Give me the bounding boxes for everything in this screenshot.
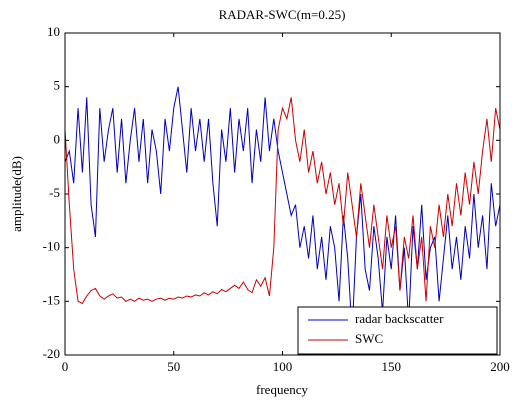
y-tick-label: 10: [47, 24, 60, 39]
y-tick-label: 0: [54, 131, 61, 146]
legend-box: [297, 306, 498, 355]
plot-frame: [64, 32, 501, 356]
y-tick-label: -15: [43, 292, 60, 307]
x-tick-label: 50: [167, 359, 180, 374]
legend-label: SWC: [355, 331, 383, 346]
x-tick-label: 0: [62, 359, 69, 374]
x-axis-label: frequency: [256, 382, 308, 397]
chart-title: RADAR-SWC(m=0.25): [219, 7, 346, 22]
series-line: [64, 97, 501, 305]
x-tick-label: 150: [382, 359, 402, 374]
x-tick-label: 200: [490, 359, 510, 374]
legend-label: radar backscatter: [355, 311, 444, 326]
y-tick-label: 5: [54, 78, 61, 93]
y-axis-label: amplitude(dB): [9, 156, 24, 232]
y-tick-label: -10: [43, 239, 60, 254]
y-tick-label: -20: [43, 346, 60, 361]
y-tick-label: -5: [49, 185, 60, 200]
x-tick-label: 100: [273, 359, 293, 374]
